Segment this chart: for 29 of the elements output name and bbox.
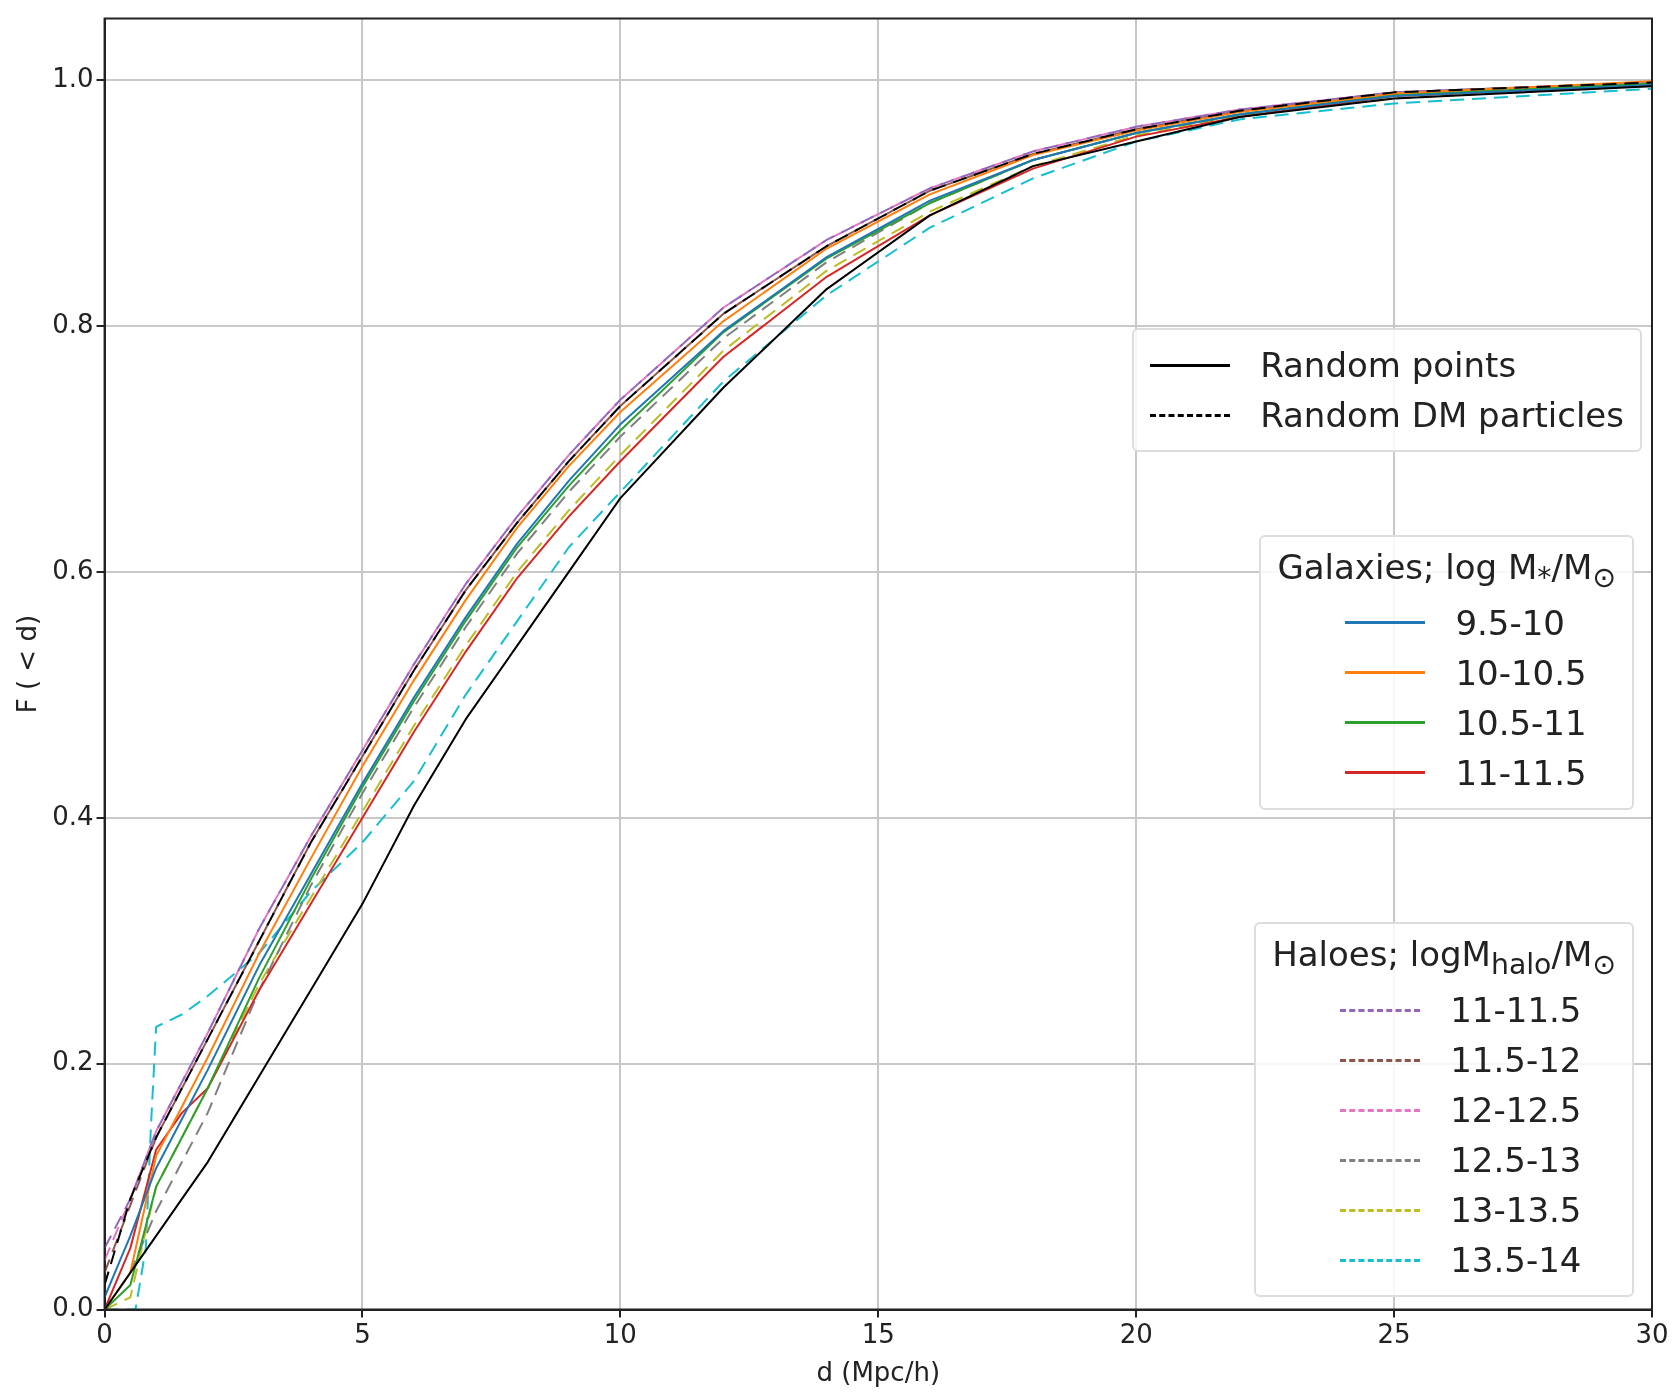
x-axis-title: d (Mpc/h) [816,1357,941,1388]
legend-label: 13.5-14 [1450,1240,1582,1281]
legend-label: 10-10.5 [1455,652,1587,693]
x-tick-label: 30 [1635,1318,1669,1349]
y-tick-label: 0.4 [52,800,94,831]
legend-label: 12-12.5 [1450,1090,1582,1131]
y-tick-label: 0.2 [52,1046,94,1077]
y-tick-label: 0.8 [52,308,94,339]
annotation: Galaxies; log M$_{*}$/M$_{⊙}$ [1277,547,1616,594]
legend-label: 12.5-13 [1450,1140,1582,1181]
annotation: Haloes; logM$_{halo}$/M$_{⊙}$ [1272,934,1616,982]
y-tick-label: 0.0 [52,1292,94,1323]
x-tick-label: 5 [354,1318,371,1349]
x-tick-label: 20 [1119,1318,1153,1349]
legend-label: 13-13.5 [1450,1190,1582,1231]
legend-label: Random points [1260,345,1517,386]
legend-label: Random DM particles [1260,395,1624,436]
y-tick-label: 0.6 [52,554,94,585]
legend-label: 9.5-10 [1455,602,1565,643]
y-axis-title: F ( < d) [12,614,43,714]
x-tick-label: 10 [603,1318,637,1349]
legend-label: 10.5-11 [1455,702,1587,743]
legend-label: 11.5-12 [1450,1040,1582,1081]
x-tick-label: 15 [861,1318,895,1349]
legend-label: 11-11.5 [1455,752,1587,793]
y-tick-label: 1.0 [52,62,94,93]
x-tick-label: 25 [1377,1318,1411,1349]
legend-label: 11-11.5 [1450,990,1582,1031]
x-tick-label: 0 [96,1318,113,1349]
